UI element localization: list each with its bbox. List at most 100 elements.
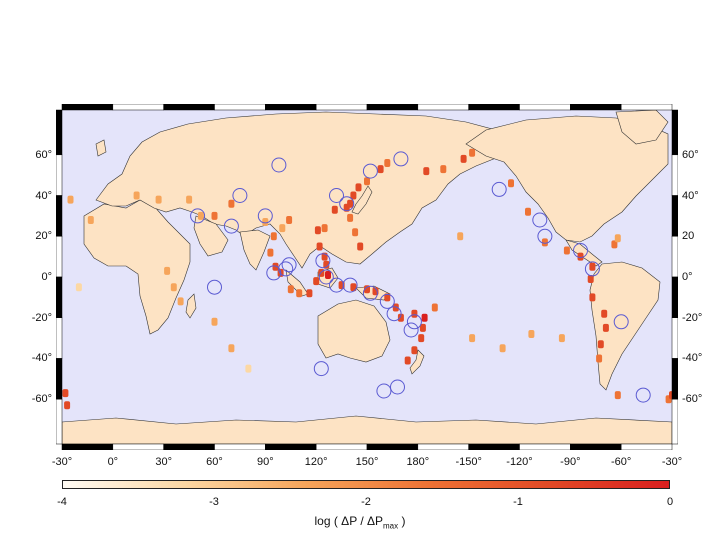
- longitude-tick-label: -60°: [611, 456, 632, 468]
- event-circle: [281, 257, 297, 273]
- hotspot-marker: [364, 177, 370, 186]
- hotspot-marker: [355, 183, 362, 192]
- hotspot-marker: [411, 346, 418, 355]
- hotspot-marker: [601, 309, 608, 318]
- hotspot-marker: [563, 246, 570, 255]
- event-circle-layer: [190, 151, 651, 403]
- frame-segment: [417, 104, 469, 111]
- hotspot-marker: [211, 317, 218, 326]
- hotspot-marker: [186, 195, 193, 204]
- latitude-tick-label: 40°: [682, 189, 699, 202]
- hotspot-marker: [397, 313, 404, 322]
- frame-segment: [417, 443, 469, 450]
- latitude-tick-label: 0°: [41, 271, 52, 283]
- hotspot-marker: [589, 293, 596, 302]
- longitude-tick-label: 180°: [406, 456, 430, 468]
- frame-segment: [265, 104, 317, 111]
- longitude-tick-label: 120°: [304, 456, 328, 468]
- hotspot-marker: [377, 165, 384, 174]
- event-circle: [537, 228, 553, 244]
- north-america-landmass: [465, 115, 669, 243]
- frame-segment: [671, 358, 678, 400]
- event-circle: [342, 277, 358, 293]
- longitude-tick-label: 60°: [206, 456, 223, 468]
- frame-segment: [163, 443, 215, 450]
- latitude-tick-label: 60°: [682, 148, 699, 161]
- frame-segment: [56, 109, 63, 156]
- hotspot-marker: [469, 148, 476, 157]
- hotspot-marker: [197, 211, 204, 220]
- british-isles: [95, 139, 107, 157]
- frame-segment: [56, 195, 63, 237]
- hotspot-marker: [306, 289, 313, 298]
- hotspot-marker: [87, 216, 94, 224]
- hotspot-marker: [558, 334, 565, 343]
- frame-segment: [112, 443, 164, 450]
- hotspot-marker: [611, 240, 618, 249]
- hotspot-marker: [228, 199, 235, 208]
- longitude-tick-label: -30°: [661, 456, 683, 468]
- hotspot-marker: [614, 391, 621, 400]
- longitude-tick-label: -120°: [506, 456, 533, 468]
- frame-segment: [214, 104, 266, 111]
- hotspot-marker: [596, 354, 603, 363]
- hotspot-marker: [286, 216, 293, 224]
- frame-segment: [620, 443, 673, 450]
- new-zealand-islands: [409, 349, 425, 375]
- hotspot-marker: [589, 262, 596, 271]
- hotspot-marker: [296, 289, 303, 298]
- frame-segment: [671, 276, 678, 318]
- hotspot-marker: [364, 285, 370, 294]
- hotspot-marker: [272, 262, 279, 271]
- hotspot-marker: [270, 232, 277, 241]
- frame-segment: [56, 358, 63, 400]
- event-circle: [376, 383, 392, 399]
- frame-segment: [570, 443, 622, 450]
- latitude-tick-label: -20°: [682, 311, 703, 324]
- colorbar-tick-label: -3: [209, 496, 219, 508]
- hotspot-marker: [528, 330, 535, 338]
- hotspot-marker: [170, 283, 177, 292]
- frame-segment: [56, 276, 63, 318]
- event-circle: [190, 208, 206, 224]
- hotspot-marker: [460, 154, 467, 163]
- colorbar-label-suffix: ): [398, 514, 406, 528]
- colorbar-label-prefix: log ( ΔP / ΔP: [314, 514, 384, 528]
- event-circle: [491, 181, 507, 197]
- latitude-tick-label: -20°: [31, 311, 52, 324]
- hotspot-marker: [431, 303, 438, 312]
- event-circle: [635, 387, 651, 403]
- longitude-tick-label: 0°: [107, 456, 119, 468]
- event-circle: [406, 314, 422, 330]
- frame-segment: [315, 104, 368, 111]
- hotspot-marker: [602, 323, 609, 332]
- hotspot-marker: [352, 228, 359, 237]
- hotspot-marker: [614, 234, 621, 243]
- hotspot-marker: [384, 159, 391, 167]
- event-circle: [393, 151, 409, 167]
- hotspot-marker: [587, 275, 594, 283]
- frame-segment: [163, 104, 215, 111]
- map-canvas: [56, 104, 678, 450]
- longitude-tick-label: 150°: [355, 456, 379, 468]
- frame-segment: [570, 104, 622, 111]
- hotspot-marker: [423, 167, 430, 176]
- event-circle: [329, 188, 344, 203]
- latitude-tick-label: -60°: [682, 393, 703, 406]
- event-circle: [207, 279, 222, 295]
- frame-segment: [366, 104, 419, 111]
- colorbar-label: log ( ΔP / ΔPmax ): [260, 514, 460, 530]
- event-circle: [403, 322, 419, 338]
- hotspot-marker: [331, 205, 338, 214]
- event-circle: [318, 269, 334, 285]
- hotspot-marker: [228, 344, 235, 353]
- frame-segment: [61, 104, 114, 111]
- hotspot-marker: [75, 283, 82, 292]
- hotspot-marker: [316, 242, 323, 251]
- hotspot-marker: [577, 252, 584, 261]
- hotspot-marker: [541, 238, 548, 247]
- latitude-tick-label: -40°: [31, 352, 52, 365]
- latitude-tick-label: 20°: [35, 230, 52, 243]
- hotspot-marker: [164, 266, 171, 275]
- hotspot-marker: [155, 195, 162, 204]
